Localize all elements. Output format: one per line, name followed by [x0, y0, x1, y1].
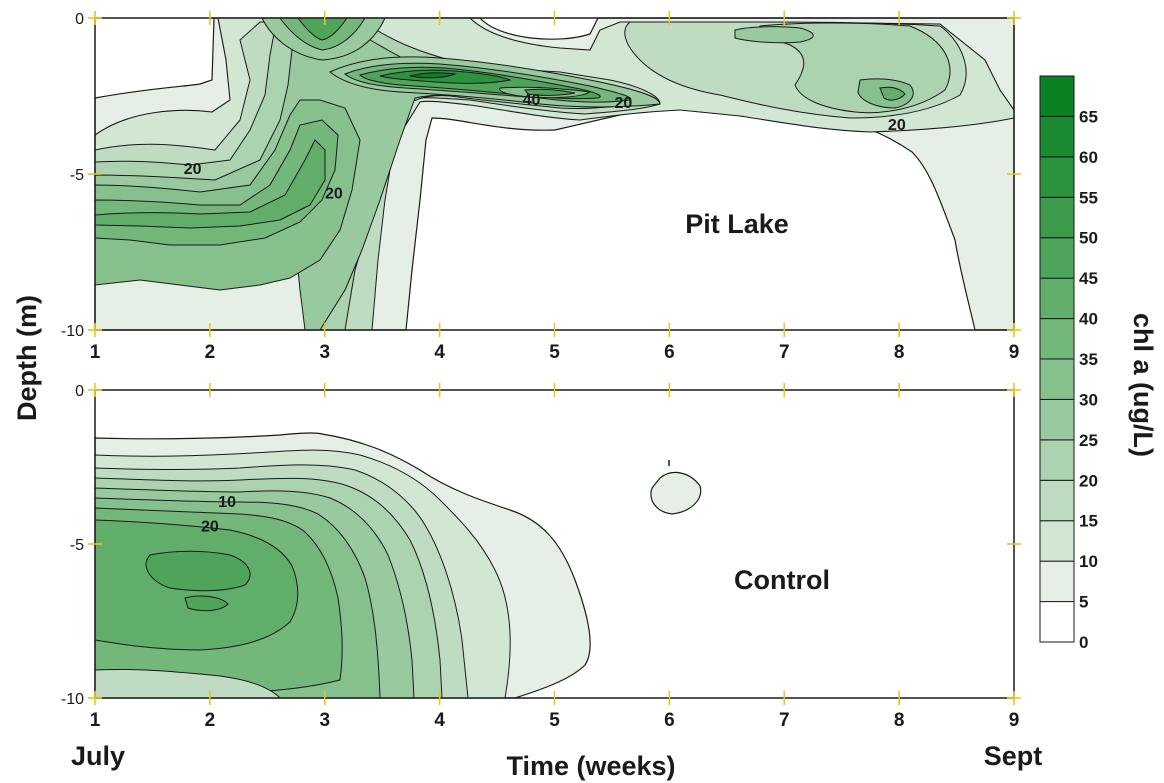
- control-contour-band-15-deep: [94, 668, 282, 699]
- colorbar-level-label: 60: [1079, 148, 1098, 167]
- control-x-tick-label: 5: [549, 710, 560, 731]
- pit-ticks: 1 2 3 4 5 6 7 8 9 0 -5 -10: [61, 11, 1021, 363]
- pit-contour-label: 20: [325, 186, 343, 203]
- control-ticks: 1 2 3 4 5 6 7 8 9 0 -5 -10: [61, 383, 1021, 731]
- control-y-tick-label: -5: [70, 537, 84, 554]
- control-x-tick-label: 2: [205, 710, 216, 731]
- control-y-tick-label: -10: [61, 691, 84, 708]
- control-x-tick-label: 1: [90, 710, 101, 731]
- colorbar-swatch: [1039, 439, 1075, 481]
- pit-subsurface-max-65: [409, 72, 457, 79]
- pit-x-tick-label: 3: [319, 342, 330, 363]
- control-contour-label: 20: [201, 519, 219, 536]
- colorbar-level-label: 20: [1079, 471, 1098, 490]
- control-x-tick-label: 8: [894, 710, 905, 731]
- control-contour-band-45: [145, 550, 251, 592]
- pit-x-tick-label: 2: [205, 342, 216, 363]
- colorbar-swatch: [1039, 520, 1075, 562]
- control-x-tick-label: 4: [434, 710, 445, 731]
- control-x-tick-label: 9: [1009, 710, 1020, 731]
- colorbar-swatch: [1039, 479, 1075, 522]
- colorbar-level-label: 15: [1079, 512, 1098, 531]
- y-axis-title: Depth (m): [12, 295, 42, 421]
- start-month-label: July: [71, 741, 125, 771]
- pit-contour-band-40: [94, 139, 326, 229]
- colorbar-swatch: [1039, 601, 1075, 643]
- pit-contour-label: 20: [888, 117, 906, 134]
- pit-contour-label: 20: [184, 161, 202, 178]
- control-panel-label: Control: [734, 565, 830, 595]
- end-month-label: Sept: [984, 741, 1043, 771]
- pit-late-band-top: [734, 26, 814, 44]
- colorbar: 0 5 10 15 20 25 30 35 40 45 50 55 60 65: [1039, 75, 1098, 652]
- colorbar-swatch: [1039, 75, 1075, 117]
- colorbar-swatch: [1039, 560, 1075, 603]
- colorbar-level-label: 25: [1079, 431, 1098, 450]
- colorbar-level-label: 10: [1079, 552, 1098, 571]
- colorbar-level-label: 45: [1079, 269, 1098, 288]
- x-axis-title: Time (weeks): [506, 751, 675, 781]
- pit-x-tick-label: 1: [90, 342, 101, 363]
- colorbar-swatch: [1039, 237, 1075, 279]
- colorbar-swatch: [1039, 156, 1075, 198]
- pit-x-tick-label: 9: [1009, 342, 1020, 363]
- pit-subsurface-tail-45: [524, 88, 576, 96]
- pit-x-tick-label: 5: [549, 342, 560, 363]
- pit-surface-bloom-inner: [297, 17, 348, 41]
- pit-contour-label: 20: [615, 95, 633, 112]
- colorbar-swatch: [1039, 398, 1075, 441]
- pit-x-tick-label: 6: [664, 342, 675, 363]
- pit-x-tick-label: 8: [894, 342, 905, 363]
- colorbar-level-label: 65: [1079, 107, 1098, 126]
- pit-contour-label: 40: [523, 92, 541, 109]
- colorbar-level-label: 40: [1079, 310, 1098, 329]
- colorbar-swatch: [1039, 358, 1075, 400]
- pit-y-tick-label: -5: [70, 167, 84, 184]
- colorbar-level-label: 0: [1079, 633, 1088, 652]
- pit-lake-panel-label: Pit Lake: [685, 209, 789, 239]
- control-contour-band-45b: [184, 595, 229, 612]
- pit-x-tick-label: 7: [779, 342, 790, 363]
- colorbar-level-label: 5: [1079, 593, 1088, 612]
- pit-late-band-40: [879, 86, 906, 101]
- colorbar-swatch: [1039, 277, 1075, 320]
- control-contour-label: 10: [218, 494, 236, 511]
- colorbar-level-label: 50: [1079, 229, 1098, 248]
- colorbar-level-label: 35: [1079, 350, 1098, 369]
- control-x-tick-label: 7: [779, 710, 790, 731]
- colorbar-level-label: 55: [1079, 188, 1098, 207]
- colorbar-swatch: [1039, 318, 1075, 360]
- colorbar-swatch: [1039, 115, 1075, 158]
- pit-y-tick-label: -10: [61, 323, 84, 340]
- pit-y-tick-label: 0: [75, 11, 84, 28]
- pit-contour-labels: 20 20 40 20 20: [184, 92, 906, 203]
- control-x-tick-label: 3: [319, 710, 330, 731]
- colorbar-title: chl a (ug/L): [1128, 313, 1158, 457]
- colorbar-level-label: 30: [1079, 390, 1098, 409]
- control-isolated-patch: [650, 471, 702, 515]
- pit-lake-panel: 1 2 3 4 5 6 7 8 9 0 -5 -10 20 20 40 20 20 Pit Lake: [61, 11, 1021, 363]
- pit-x-tick-label: 4: [434, 342, 445, 363]
- control-x-tick-label: 6: [664, 710, 675, 731]
- control-y-tick-label: 0: [75, 383, 84, 400]
- colorbar-swatch: [1039, 196, 1075, 239]
